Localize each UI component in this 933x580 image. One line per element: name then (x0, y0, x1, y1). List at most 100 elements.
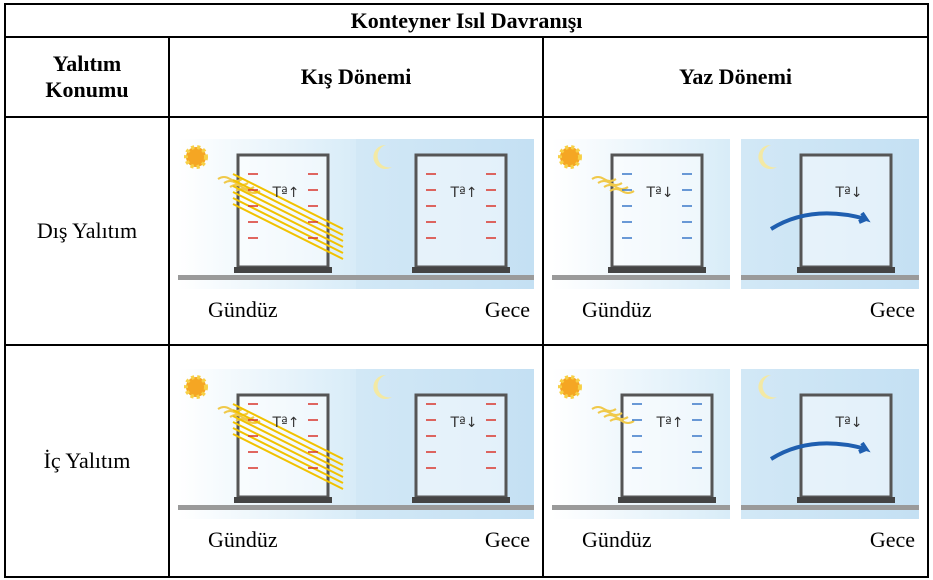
ground (741, 505, 919, 510)
sun-ray (232, 185, 344, 242)
caption: Gündüz (208, 297, 278, 322)
ground (741, 275, 919, 280)
heat-wave (603, 414, 629, 420)
container (414, 153, 508, 269)
ground (178, 505, 356, 510)
temperature: Tª↑ (272, 415, 300, 431)
sun (184, 375, 208, 399)
heat-wave (591, 406, 617, 412)
temperature: Tª↓ (835, 415, 863, 431)
illustration: Tª↓ (741, 369, 919, 519)
moon (373, 374, 392, 399)
base (234, 497, 332, 503)
caption: Gündüz (208, 527, 278, 552)
illustration: Tª↑ (356, 139, 534, 289)
panels: Tª↑ Gündüz Tª↓ Gece (544, 369, 927, 553)
night-panel: Tª↓ Gece (356, 369, 534, 553)
sun-ray (232, 197, 344, 254)
temperature: Tª↓ (450, 415, 478, 431)
heat-wave (609, 188, 635, 194)
panels: Tª↓ Gündüz Tª↓ Gece (544, 139, 927, 323)
illustration: Tª↓ (741, 139, 919, 289)
temperature: Tª↓ (646, 185, 674, 201)
table-cell: Tª↑ Gündüz Tª↑ Gece (168, 116, 544, 346)
day-panel: Tª↑ Gündüz (552, 369, 730, 553)
temperature: Tª↑ (656, 415, 684, 431)
sun-ray (232, 173, 344, 230)
header-cell: Yalıtım Konumu (4, 36, 170, 118)
sun-ray (232, 191, 344, 248)
heat-wave (591, 176, 617, 182)
heat-wave (223, 180, 249, 186)
base (234, 267, 332, 273)
base (608, 267, 706, 273)
illustration: Tª↑ (178, 139, 356, 289)
base (412, 497, 510, 503)
night-panel: Tª↑ Gece (356, 139, 534, 323)
sun-ray (232, 203, 344, 260)
heat-wave (597, 410, 623, 416)
sun-ray (232, 421, 344, 478)
illustration: Tª↓ (356, 369, 534, 519)
table-cell: Tª↑ Gündüz Tª↓ Gece (168, 344, 544, 578)
day-panel: Tª↑ Gündüz (178, 369, 356, 553)
table: Konteyner Isıl Davranışı Yalıtım Konumu … (4, 3, 929, 578)
illustration: Tª↑ (178, 369, 356, 519)
heat-wave (217, 406, 243, 412)
container (414, 393, 508, 499)
table-title: Konteyner Isıl Davranışı (4, 3, 929, 38)
table-row: Dış Yalıtım Tª↑ Gündüz Tª↑ Gece Tª↓ Gündüz Tª↓ G… (4, 116, 929, 346)
day-panel: Tª↑ Gündüz (178, 139, 356, 323)
sun (184, 145, 208, 169)
day-panel: Tª↓ Gündüz (552, 139, 730, 323)
illustration: Tª↓ (552, 139, 730, 289)
caption: Gündüz (582, 527, 652, 552)
base (797, 267, 895, 273)
heat-wave (217, 176, 243, 182)
header-cell: Yaz Dönemi (542, 36, 929, 118)
temperature: Tª↑ (272, 185, 300, 201)
panels: Tª↑ Gündüz Tª↓ Gece (170, 369, 542, 553)
panels: Tª↑ Gündüz Tª↑ Gece (170, 139, 542, 323)
heat-wave (223, 410, 249, 416)
heat-wave (597, 180, 623, 186)
ground (552, 275, 730, 280)
sun (558, 145, 582, 169)
header-text: Yalıtım Konumu (45, 51, 129, 102)
header-cell: Kış Dönemi (168, 36, 544, 118)
base (412, 267, 510, 273)
temperature: Tª↑ (450, 185, 478, 201)
wind-arrow (769, 441, 871, 461)
table-cell: Tª↓ Gündüz Tª↓ Gece (542, 116, 929, 346)
row-label: Dış Yalıtım (4, 116, 170, 346)
temperature: Tª↓ (835, 185, 863, 201)
container (620, 393, 714, 499)
wind-arrow (769, 211, 871, 231)
caption: Gece (869, 527, 915, 552)
heat-wave (603, 184, 629, 190)
sun-ray (232, 415, 344, 472)
moon (758, 144, 777, 169)
sun-ray (232, 403, 344, 460)
night-panel: Tª↓ Gece (741, 369, 919, 553)
caption: Gece (484, 297, 530, 322)
illustration: Tª↑ (552, 369, 730, 519)
table-cell: Tª↑ Gündüz Tª↓ Gece (542, 344, 929, 578)
sun-ray (232, 427, 344, 484)
container (799, 393, 893, 499)
caption: Gündüz (582, 297, 652, 322)
sun-ray (232, 433, 344, 490)
table-row: İç Yalıtım Tª↑ Gündüz Tª↓ Gece Tª↑ Gündüz Tª↓ Ge… (4, 344, 929, 578)
ground (552, 505, 730, 510)
base (618, 497, 716, 503)
base (797, 497, 895, 503)
sun-ray (232, 179, 344, 236)
ground (356, 505, 534, 510)
sun (558, 375, 582, 399)
caption: Gece (869, 297, 915, 322)
moon (373, 144, 392, 169)
sun-ray (232, 409, 344, 466)
moon (758, 374, 777, 399)
row-label: İç Yalıtım (4, 344, 170, 578)
